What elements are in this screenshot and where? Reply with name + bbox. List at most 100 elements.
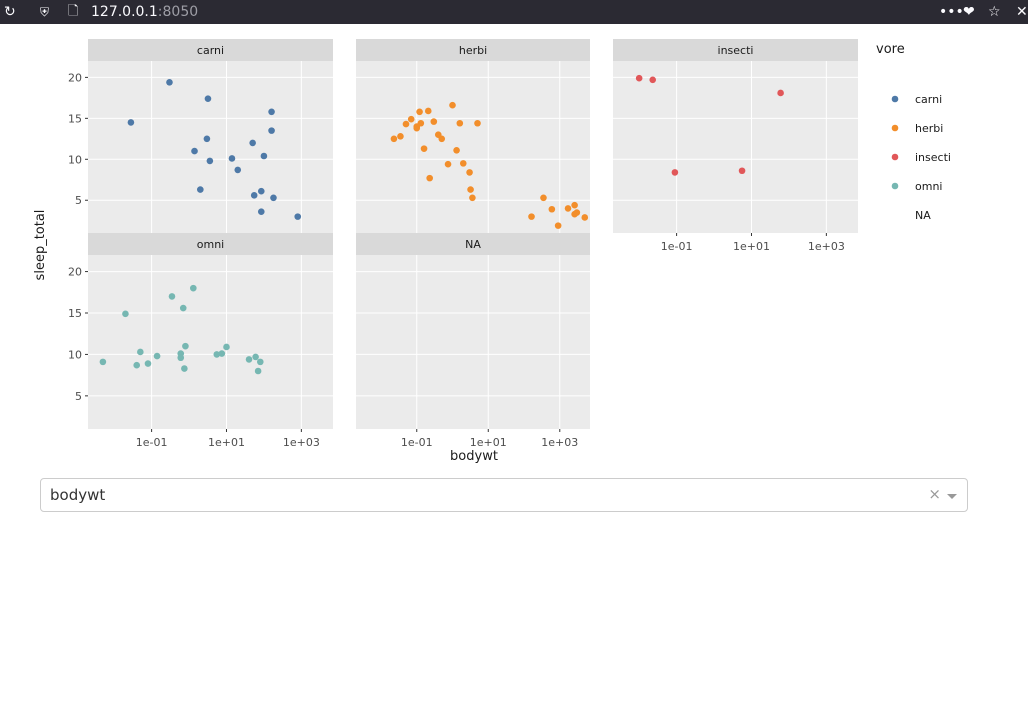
chevron-down-icon[interactable] bbox=[947, 494, 957, 499]
data-point-omni bbox=[133, 362, 140, 369]
data-point-herbi bbox=[571, 202, 578, 209]
y-tick-label: 20 bbox=[68, 266, 82, 279]
data-point-omni bbox=[219, 350, 226, 357]
x-tick-label: 1e+01 bbox=[470, 436, 507, 449]
data-point-carni bbox=[197, 186, 204, 193]
data-point-omni bbox=[177, 350, 184, 357]
data-point-carni bbox=[191, 148, 198, 155]
facet-panel bbox=[88, 61, 333, 233]
data-point-insecti bbox=[636, 75, 643, 82]
data-point-carni bbox=[207, 158, 214, 165]
reload-icon[interactable]: ↻ bbox=[4, 2, 16, 22]
url-host: 127.0.0.1 bbox=[91, 4, 158, 20]
x-tick-label: 1e+01 bbox=[733, 240, 770, 253]
data-point-insecti bbox=[777, 90, 784, 97]
data-point-herbi bbox=[426, 175, 433, 182]
data-point-carni bbox=[268, 108, 275, 115]
y-tick-label: 15 bbox=[68, 307, 82, 320]
url-bar[interactable]: 127.0.0.1:8050 bbox=[91, 2, 198, 22]
data-point-herbi bbox=[565, 205, 572, 212]
legend-label-carni: carni bbox=[915, 93, 942, 106]
bookmark-star-icon[interactable]: ☆ bbox=[988, 2, 1001, 22]
data-point-herbi bbox=[528, 213, 535, 220]
data-point-omni bbox=[255, 368, 262, 375]
data-point-omni bbox=[246, 356, 253, 363]
data-point-herbi bbox=[574, 209, 581, 216]
data-point-carni bbox=[258, 208, 265, 215]
data-point-herbi bbox=[549, 206, 556, 213]
data-point-herbi bbox=[418, 120, 425, 127]
x-tick-label: 1e+03 bbox=[808, 240, 845, 253]
shield-icon[interactable]: ⛨ bbox=[40, 2, 49, 22]
url-port: :8050 bbox=[158, 4, 198, 20]
data-point-omni bbox=[145, 360, 152, 367]
data-point-herbi bbox=[460, 160, 467, 167]
data-point-insecti bbox=[672, 169, 679, 176]
data-point-herbi bbox=[581, 214, 588, 221]
data-point-herbi bbox=[457, 120, 464, 127]
data-point-herbi bbox=[416, 108, 423, 115]
x-tick-label: 1e-01 bbox=[136, 436, 168, 449]
xaxis-variable-dropdown[interactable]: bodywt × bbox=[40, 478, 968, 512]
data-point-carni bbox=[166, 79, 173, 86]
data-point-insecti bbox=[739, 167, 746, 174]
x-tick-label: 1e-01 bbox=[661, 240, 693, 253]
data-point-carni bbox=[268, 127, 275, 134]
facet-panel bbox=[356, 61, 590, 233]
data-point-omni bbox=[100, 359, 107, 366]
legend-label-herbi: herbi bbox=[915, 122, 943, 135]
data-point-carni bbox=[229, 155, 236, 162]
y-tick-label: 10 bbox=[68, 348, 82, 361]
data-point-omni bbox=[181, 365, 188, 372]
data-point-carni bbox=[270, 194, 277, 201]
data-point-herbi bbox=[403, 121, 410, 128]
data-point-carni bbox=[258, 188, 265, 195]
data-point-carni bbox=[251, 192, 258, 199]
facet-panel bbox=[88, 255, 333, 429]
clear-selection-icon[interactable]: × bbox=[928, 485, 941, 503]
facet-strip-label: NA bbox=[465, 238, 481, 251]
faceted-scatter-chart: carni 5 10 15 20 herbi insecti 1e-01 1e+01 1e+03 o… bbox=[0, 24, 1028, 469]
page-icon: 🗋 bbox=[68, 2, 78, 22]
legend-label-NA: NA bbox=[915, 209, 931, 222]
data-point-omni bbox=[122, 311, 129, 318]
data-point-carni bbox=[205, 95, 212, 102]
data-point-omni bbox=[257, 359, 264, 366]
data-point-herbi bbox=[474, 120, 481, 127]
data-point-insecti bbox=[649, 77, 656, 84]
legend-key-omni bbox=[892, 183, 899, 190]
more-options-icon[interactable]: ••• bbox=[939, 2, 964, 22]
close-icon[interactable]: ✕ bbox=[1016, 2, 1028, 22]
facet-strip-label: omni bbox=[197, 238, 224, 251]
data-point-herbi bbox=[421, 145, 428, 152]
legend-label-insecti: insecti bbox=[915, 151, 951, 164]
data-point-omni bbox=[190, 285, 197, 292]
y-tick-label: 5 bbox=[75, 390, 82, 403]
legend-title: vore bbox=[876, 42, 905, 57]
data-point-carni bbox=[294, 213, 301, 220]
legend-key-carni bbox=[892, 96, 899, 103]
facet-panel bbox=[356, 255, 590, 429]
x-tick-label: 1e+03 bbox=[283, 436, 320, 449]
data-point-herbi bbox=[445, 161, 452, 168]
legend-key-herbi bbox=[892, 125, 899, 132]
data-point-herbi bbox=[467, 186, 474, 193]
data-point-carni bbox=[261, 153, 268, 160]
legend-key-insecti bbox=[892, 154, 899, 161]
data-point-herbi bbox=[438, 136, 445, 143]
data-point-herbi bbox=[408, 116, 415, 123]
data-point-herbi bbox=[469, 194, 476, 201]
data-point-herbi bbox=[466, 169, 473, 176]
x-tick-label: 1e-01 bbox=[401, 436, 433, 449]
data-point-omni bbox=[137, 349, 144, 356]
x-tick-label: 1e+03 bbox=[541, 436, 578, 449]
pocket-icon[interactable]: ❤ bbox=[963, 2, 975, 22]
data-point-omni bbox=[182, 343, 189, 350]
data-point-herbi bbox=[431, 118, 438, 125]
facet-strip-label: herbi bbox=[459, 44, 487, 57]
x-tick-label: 1e+01 bbox=[208, 436, 245, 449]
facet-panel bbox=[613, 61, 858, 233]
x-axis-title: bodywt bbox=[450, 449, 498, 464]
facet-strip-label: carni bbox=[197, 44, 224, 57]
data-point-herbi bbox=[555, 222, 562, 229]
